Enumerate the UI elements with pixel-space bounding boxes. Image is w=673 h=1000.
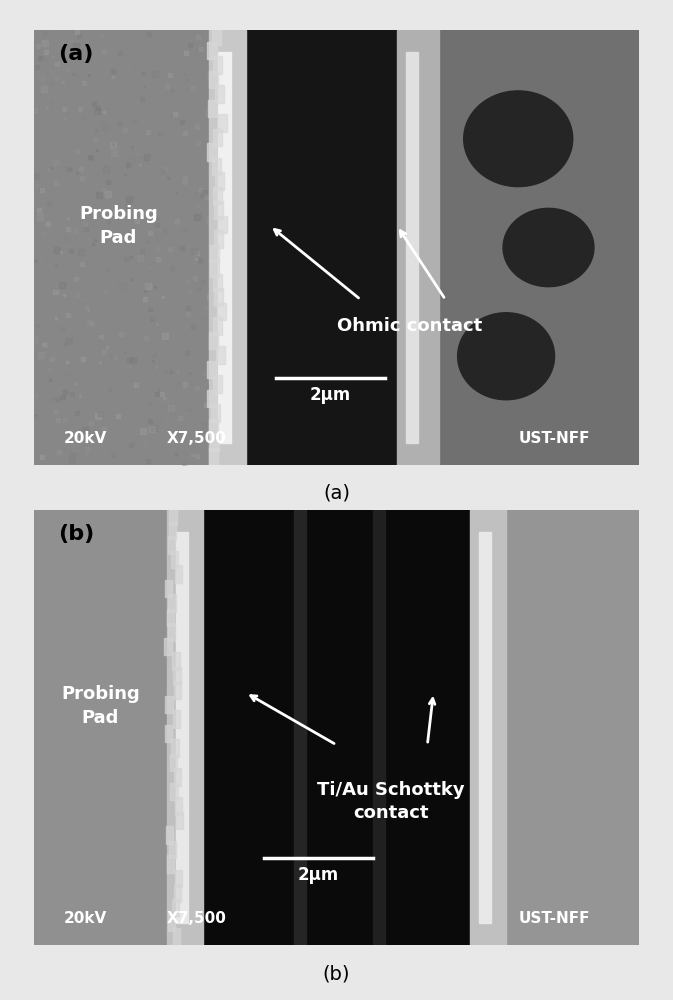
Bar: [165, 580, 172, 597]
Text: 2μm: 2μm: [310, 386, 351, 404]
Bar: [175, 565, 182, 582]
Bar: [185, 510, 488, 945]
Bar: [227, 30, 421, 465]
Bar: [209, 419, 218, 436]
Ellipse shape: [458, 313, 555, 400]
Bar: [209, 100, 217, 117]
Bar: [213, 317, 222, 334]
Bar: [217, 303, 226, 320]
Bar: [373, 510, 385, 945]
Bar: [214, 201, 223, 219]
Text: Ti/Au Schottky
contact: Ti/Au Schottky contact: [317, 781, 465, 822]
Text: X7,500: X7,500: [167, 431, 227, 446]
Bar: [174, 768, 181, 786]
Bar: [207, 361, 216, 378]
Bar: [470, 510, 506, 945]
Bar: [207, 42, 217, 59]
Bar: [175, 797, 182, 814]
Bar: [168, 594, 176, 611]
Bar: [214, 288, 223, 306]
Bar: [213, 274, 222, 291]
Bar: [218, 114, 227, 131]
Bar: [210, 245, 219, 262]
Bar: [174, 681, 181, 698]
Bar: [164, 638, 172, 655]
Bar: [211, 404, 219, 422]
Bar: [165, 725, 172, 742]
Bar: [170, 754, 178, 771]
Bar: [213, 129, 222, 146]
Text: 20kV: 20kV: [64, 431, 107, 446]
Text: (b): (b): [323, 964, 350, 984]
Bar: [209, 332, 218, 349]
Bar: [176, 532, 188, 923]
Bar: [215, 230, 223, 247]
Bar: [166, 696, 173, 713]
Bar: [210, 433, 219, 450]
Bar: [488, 510, 639, 945]
Ellipse shape: [464, 91, 573, 187]
Bar: [173, 928, 180, 945]
Bar: [213, 187, 222, 204]
Bar: [213, 56, 222, 74]
Bar: [209, 448, 217, 465]
Bar: [294, 510, 306, 945]
Bar: [218, 216, 227, 233]
Bar: [170, 783, 178, 800]
Text: (a): (a): [323, 484, 350, 502]
Bar: [209, 30, 246, 465]
Bar: [168, 536, 175, 554]
Bar: [174, 667, 180, 684]
Bar: [406, 52, 419, 443]
Text: 20kV: 20kV: [64, 911, 107, 926]
Bar: [168, 623, 175, 641]
Bar: [212, 158, 221, 175]
Bar: [34, 30, 227, 465]
Bar: [397, 30, 439, 465]
Bar: [218, 52, 230, 443]
Bar: [176, 812, 183, 829]
Bar: [169, 841, 176, 858]
Bar: [216, 346, 225, 363]
Text: (b): (b): [58, 524, 94, 544]
Bar: [215, 172, 224, 190]
Text: (a): (a): [58, 44, 94, 64]
Bar: [170, 551, 178, 568]
Bar: [172, 739, 179, 756]
Bar: [34, 510, 185, 945]
Text: Probing
Pad: Probing Pad: [61, 685, 140, 727]
Text: X7,500: X7,500: [167, 911, 227, 926]
Bar: [174, 884, 181, 902]
Bar: [209, 71, 218, 88]
Bar: [172, 899, 179, 916]
Bar: [173, 710, 180, 728]
Bar: [207, 143, 216, 160]
Bar: [479, 532, 491, 923]
Bar: [169, 522, 176, 539]
Bar: [213, 375, 221, 392]
Bar: [167, 855, 174, 872]
Bar: [166, 826, 173, 844]
Bar: [172, 652, 180, 670]
Bar: [167, 609, 174, 626]
Bar: [170, 507, 176, 524]
Bar: [167, 510, 203, 945]
Text: Ohmic contact: Ohmic contact: [336, 317, 482, 335]
Text: UST-NFF: UST-NFF: [518, 431, 590, 446]
Bar: [210, 259, 219, 276]
Text: Probing
Pad: Probing Pad: [79, 205, 158, 247]
Bar: [207, 390, 216, 407]
Text: UST-NFF: UST-NFF: [518, 911, 590, 926]
Bar: [168, 913, 176, 930]
Text: 2μm: 2μm: [297, 866, 339, 884]
Ellipse shape: [503, 208, 594, 287]
Bar: [212, 27, 221, 44]
Bar: [421, 30, 639, 465]
Bar: [215, 85, 223, 103]
Bar: [175, 870, 182, 887]
